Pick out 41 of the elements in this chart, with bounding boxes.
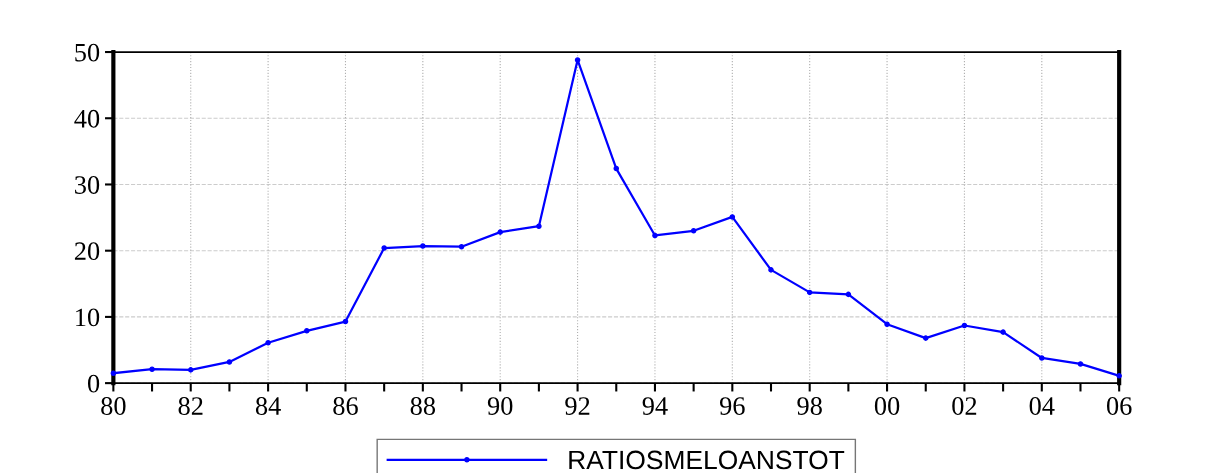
x-tick-label: 02 [952,397,977,415]
x-tick-label: 82 [178,397,203,415]
x-tick-label: 06 [1106,397,1132,415]
point [304,328,310,334]
point [961,322,968,329]
point [381,245,387,251]
x-tick-label: 80 [101,397,126,415]
point [1000,329,1006,335]
point [845,291,852,298]
point [768,267,774,273]
x-tick-label: 98 [797,397,822,415]
point [729,214,736,220]
point [536,223,542,229]
x-tick-label: 94 [642,397,668,415]
y-tick-label: 20 [74,242,100,261]
x-tick-label: 00 [874,397,900,415]
y-tick-label: 40 [74,109,100,128]
point [1077,361,1084,367]
y-tick-label: 30 [75,176,100,194]
x-tick-label: 84 [255,397,281,415]
point [226,359,233,365]
point [806,289,813,296]
x-tick-label: 88 [410,397,436,415]
point [690,228,697,234]
x-tick-label: 86 [333,397,358,415]
y-tick-label: 10 [76,308,100,327]
x-tick-label: 96 [719,397,745,415]
text: RATIOSMELOANSTOT [569,450,845,470]
x-tick-label: 90 [487,397,513,415]
y-tick-label: 50 [75,43,100,62]
point [458,243,465,250]
x-tick-label: 04 [1029,397,1055,415]
point [187,367,194,373]
point [110,370,117,376]
point [1116,373,1122,379]
y-tick-label: 0 [87,374,100,393]
point [574,57,581,63]
point [613,165,620,172]
point [149,366,155,373]
point [922,335,929,341]
x-tick-label: 92 [565,397,590,415]
